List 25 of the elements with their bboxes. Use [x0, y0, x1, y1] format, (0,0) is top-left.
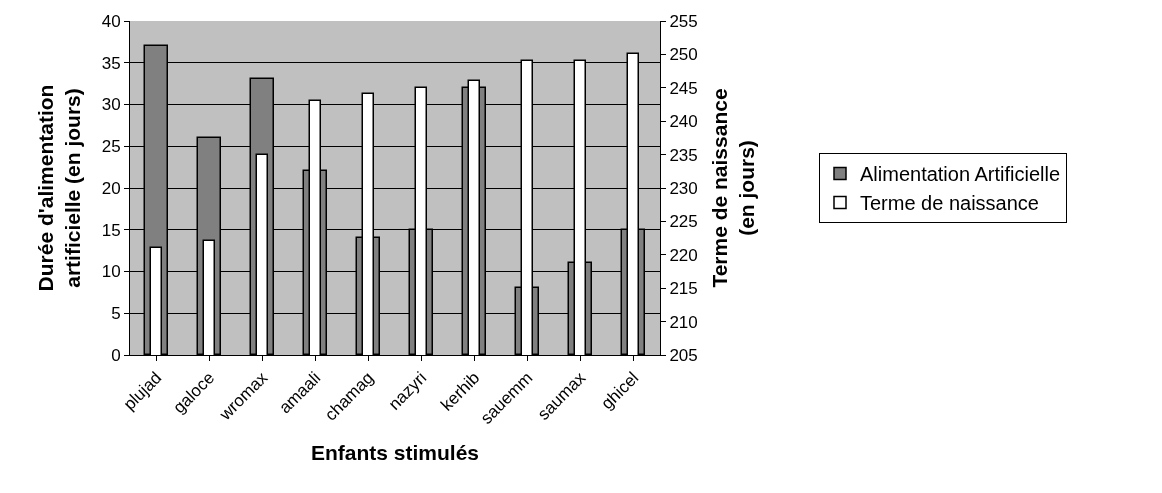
- y2-tick-label: 240: [669, 112, 698, 132]
- y2-tick-label: 225: [669, 212, 698, 232]
- y2-tick-label: 220: [669, 245, 698, 265]
- y-tick-label: 25: [101, 137, 121, 157]
- legend-label: Terme de naissance: [860, 192, 1039, 215]
- y-tick-label: 20: [101, 178, 121, 198]
- y2-tick-label: 205: [669, 345, 698, 365]
- y2-tick-label: 215: [669, 279, 698, 299]
- y-tick-label: 0: [111, 345, 121, 365]
- y-tick-label: 5: [111, 304, 121, 324]
- y2-tick-label: 245: [669, 78, 698, 98]
- x-axis-title: Enfants stimulés: [310, 441, 480, 465]
- y-tick-label: 40: [101, 11, 121, 31]
- legend-label: Alimentation Artificielle: [860, 163, 1061, 186]
- y2-tick-label: 230: [669, 178, 698, 198]
- y-tick-label: 15: [101, 220, 121, 240]
- y2-tick-label: 250: [669, 45, 698, 65]
- y-tick-label: 35: [101, 53, 121, 73]
- y2-tick-label: 210: [669, 312, 698, 332]
- y-tick-label: 10: [101, 262, 121, 282]
- y2-tick-label: 255: [669, 11, 698, 31]
- y2-tick-label: 235: [669, 145, 698, 165]
- y2-axis-title: Terme de naissance (en jours): [707, 88, 759, 288]
- y-tick-label: 30: [101, 95, 121, 115]
- y-axis-title: Durée d'alimentation artificielle (en jours): [33, 84, 84, 292]
